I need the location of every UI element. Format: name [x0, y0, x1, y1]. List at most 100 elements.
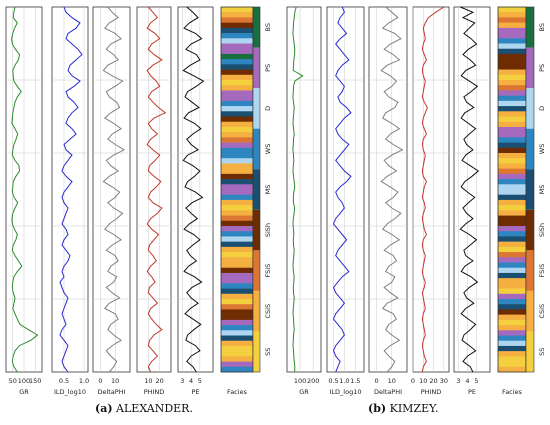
caption-a-tag: (a) — [95, 402, 113, 415]
facies-band — [221, 361, 253, 368]
facies-band — [221, 231, 253, 237]
colorbar-swatch — [253, 128, 260, 170]
facies-band — [221, 27, 253, 34]
facies-band — [221, 59, 253, 65]
facies-band — [221, 246, 253, 253]
facies-band — [221, 163, 253, 169]
tick-label: 100 — [18, 377, 30, 385]
colorbar-swatch — [253, 331, 260, 372]
facies-band — [498, 220, 526, 227]
tick-label: 30 — [440, 377, 448, 385]
facies-band — [498, 335, 526, 342]
facies-band — [498, 340, 526, 347]
tick-label: 10 — [111, 377, 119, 385]
facies-band — [221, 252, 253, 258]
tick-label: 0.5 — [328, 377, 338, 385]
colorbar-label: D — [264, 106, 272, 111]
facies-band — [498, 309, 526, 315]
facies-band — [221, 241, 253, 248]
facies-band — [221, 340, 253, 347]
facies-band — [498, 163, 526, 169]
facies-band — [221, 272, 253, 279]
tick-label: 0 — [411, 377, 415, 385]
facies-band — [221, 137, 253, 143]
facies-band — [221, 153, 253, 159]
track-frame — [177, 6, 214, 373]
track-frame — [92, 6, 131, 373]
facies-band — [498, 252, 526, 258]
caption-a: (a) ALEXANDER. — [95, 402, 193, 415]
facies-band — [498, 153, 526, 159]
colorbar-label: BS — [264, 23, 272, 31]
axis-label: PHIND — [421, 388, 442, 396]
tick-label: 3 — [456, 377, 460, 385]
series-line-phind — [146, 6, 167, 373]
facies-band — [221, 53, 253, 60]
axis-label: ILD_log10 — [54, 388, 86, 396]
series-line-ild-log10 — [332, 6, 352, 373]
axis-label: PE — [468, 388, 476, 396]
facies-band — [498, 184, 526, 190]
colorbar-swatch — [526, 128, 534, 170]
colorbar-label: WS — [538, 144, 546, 155]
colorbar-label: SS — [538, 348, 546, 356]
facies-band — [498, 147, 526, 154]
facies-band — [498, 126, 526, 133]
colorbar-label: SiSh — [264, 223, 272, 237]
facies-band — [221, 121, 253, 128]
facies-band — [221, 43, 253, 50]
axis-label: GR — [19, 388, 29, 396]
facies-band — [221, 299, 253, 305]
tick-label: 3 — [180, 377, 184, 385]
colorbar-swatch — [526, 331, 534, 372]
facies-band — [498, 59, 526, 65]
colorbar-swatch — [253, 209, 260, 251]
facies-band — [221, 304, 253, 310]
axis-label: PE — [191, 388, 199, 396]
caption-a-text: ALEXANDER. — [116, 402, 193, 415]
colorbar-swatch — [526, 7, 534, 48]
tick-label: 1.0 — [79, 377, 89, 385]
facies-band — [498, 299, 526, 305]
facies-band — [498, 132, 526, 138]
facies-band — [498, 43, 526, 50]
facies-band — [498, 7, 526, 13]
colorbar-label: PS — [538, 64, 546, 72]
colorbar-label: MS — [264, 185, 272, 195]
facies-band — [498, 288, 526, 295]
facies-band — [221, 90, 253, 96]
series-line-pe — [182, 6, 205, 373]
facies-band — [498, 158, 526, 164]
series-line-pe — [459, 6, 480, 373]
facies-band — [221, 132, 253, 138]
colorbar-label: D — [538, 106, 546, 111]
facies-band — [498, 38, 526, 44]
facies-band — [221, 267, 253, 274]
track-frame — [51, 6, 89, 373]
facies-band — [498, 293, 526, 300]
facies-band — [498, 215, 526, 222]
facies-band — [498, 17, 526, 23]
colorbar-frame — [252, 6, 261, 373]
facies-band — [498, 189, 526, 196]
facies-band — [498, 194, 526, 201]
track-frame — [412, 6, 450, 373]
colorbar-label: PS — [264, 64, 272, 72]
facies-band — [221, 345, 253, 352]
tick-label: 20 — [429, 377, 437, 385]
facies-band — [221, 22, 253, 29]
facies-band — [498, 80, 526, 86]
tick-label: 0 — [98, 377, 102, 385]
facies-band — [498, 95, 526, 102]
facies-band — [221, 95, 253, 102]
caption-b-tag: (b) — [368, 402, 387, 415]
facies-band — [498, 325, 526, 331]
colorbar-swatch — [253, 250, 260, 291]
facies-band — [221, 48, 253, 55]
series-line-gr — [292, 6, 304, 373]
facies-band — [221, 278, 253, 284]
facies-band — [498, 22, 526, 29]
facies-band — [498, 69, 526, 76]
caption-b: (b) KIMZEY. — [368, 402, 438, 415]
